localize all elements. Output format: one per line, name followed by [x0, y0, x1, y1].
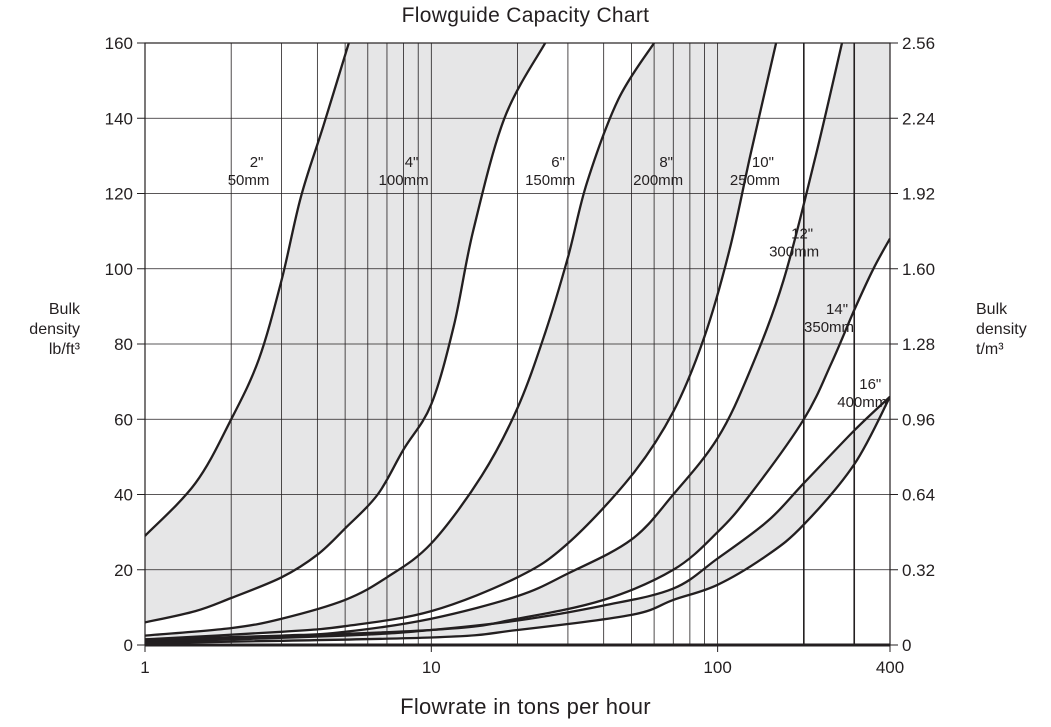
x-tick-label: 400 — [876, 658, 904, 677]
series-line-2 — [145, 43, 547, 624]
y-tick-label-right: 0.32 — [902, 561, 935, 580]
band-4 — [145, 396, 890, 644]
y-tick-label-right: 1.92 — [902, 185, 935, 204]
y-tick-label-right: 0.96 — [902, 410, 935, 429]
curve-label-metric: 200mm — [633, 172, 683, 189]
curve-label-5: 10"250mm — [730, 154, 780, 189]
x-tick-label: 10 — [422, 658, 441, 677]
y-tick-label-right: 2.24 — [902, 109, 935, 128]
y-tick-label-left: 80 — [114, 335, 133, 354]
x-tick-label: 1 — [140, 658, 149, 677]
curve-label-size: 2" — [250, 154, 264, 171]
y-axis-label-left: Bulk density lb/ft³ — [29, 301, 80, 358]
y-tick-label-left: 160 — [105, 34, 133, 53]
curve-label-1: 2"50mm — [228, 154, 270, 189]
x-tick-label: 100 — [703, 658, 731, 677]
y-tick-label-right: 1.28 — [902, 335, 935, 354]
tick-labels: 0 20 40 60 80 100 120 140 160 0 0.32 0.64 0.96 1.28 1.… — [105, 34, 935, 677]
chart-title: Flowguide Capacity Chart — [401, 4, 650, 27]
series-line-5 — [145, 43, 844, 641]
y-tick-label-left: 40 — [114, 486, 133, 505]
curve-label-2: 4"100mm — [379, 154, 429, 189]
y-tick-label-left: 140 — [105, 109, 133, 128]
y-tick-label-left: 120 — [105, 185, 133, 204]
y-tick-label-right: 0.64 — [902, 486, 935, 505]
curve-label-4: 8"200mm — [633, 154, 683, 189]
series-line-7 — [145, 395, 890, 644]
curve-label-7: 14"350mm — [804, 301, 854, 336]
series-line-1 — [145, 43, 350, 537]
y-tick-label-left: 60 — [114, 410, 133, 429]
series-line-4 — [145, 43, 778, 641]
curve-label-3: 6"150mm — [525, 154, 575, 189]
curve-label-metric: 350mm — [804, 319, 854, 336]
band-3 — [145, 43, 890, 642]
y-tick-label-left: 100 — [105, 260, 133, 279]
curve-label-size: 6" — [551, 154, 565, 171]
curve-label-metric: 150mm — [525, 172, 575, 189]
series-line-3 — [145, 43, 656, 637]
y-tick-label-right: 1.60 — [902, 260, 935, 279]
curve-label-size: 16" — [859, 376, 881, 393]
y-tick-label-right: 2.56 — [902, 34, 935, 53]
curve-label-6: 12"300mm — [769, 226, 819, 261]
band-fills — [145, 43, 890, 644]
y-tick-label-left: 20 — [114, 561, 133, 580]
curve-label-size: 8" — [659, 154, 673, 171]
curve-label-8: 16"400mm — [837, 376, 887, 411]
axes — [137, 42, 898, 652]
y-tick-label-left: 0 — [124, 636, 133, 655]
y-tick-label-right: 0 — [902, 636, 911, 655]
curve-label-size: 4" — [405, 154, 419, 171]
y-axis-label-right: Bulk density t/m³ — [976, 301, 1027, 358]
curve-label-size: 14" — [826, 301, 848, 318]
curve-labels: 2"50mm 4"100mm 6"150mm 8"200mm 10"250mm 12"30… — [228, 154, 888, 411]
curve-label-metric: 250mm — [730, 172, 780, 189]
curve-label-metric: 300mm — [769, 244, 819, 261]
curve-label-metric: 400mm — [837, 394, 887, 411]
curve-label-size: 12" — [791, 226, 813, 243]
curve-label-metric: 50mm — [228, 172, 270, 189]
curve-label-metric: 100mm — [379, 172, 429, 189]
series-lines — [145, 43, 890, 645]
series-line-8 — [145, 396, 890, 645]
x-axis-label: Flowrate in tons per hour — [400, 694, 651, 719]
curve-label-size: 10" — [752, 154, 774, 171]
